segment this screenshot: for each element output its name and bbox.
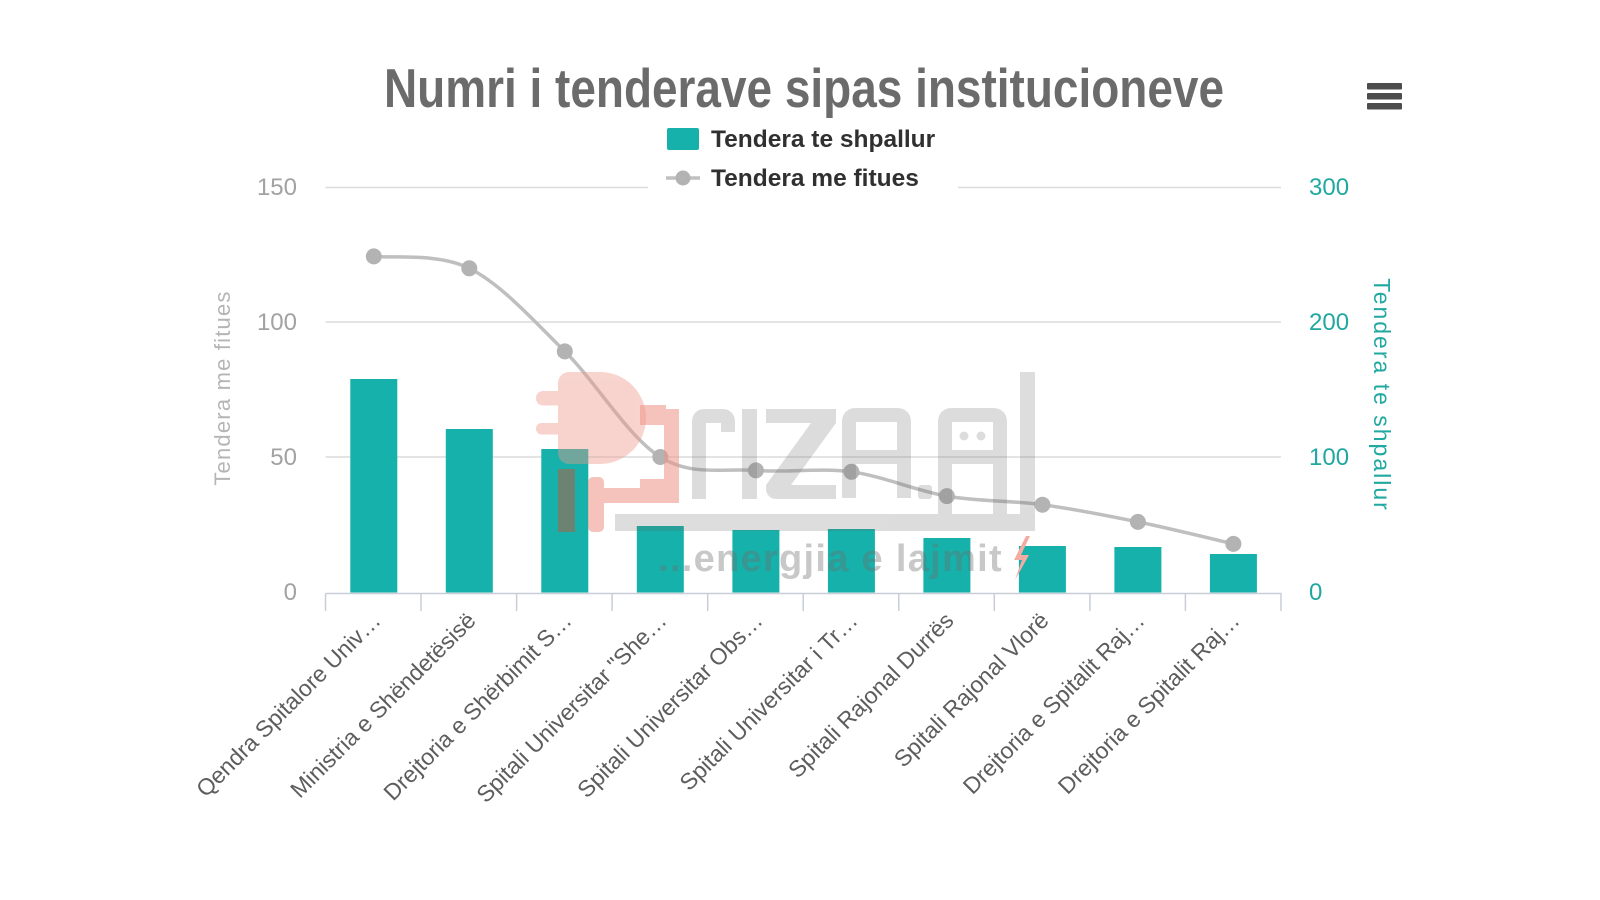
svg-text:150: 150 — [257, 174, 297, 201]
svg-text:200: 200 — [1309, 309, 1349, 336]
svg-text:Tendera te shpallur: Tendera te shpallur — [1369, 278, 1395, 512]
svg-text:Numri i tenderave sipas instit: Numri i tenderave sipas institucioneve — [384, 57, 1224, 119]
svg-text:100: 100 — [1309, 444, 1349, 471]
svg-text:Tendera te shpallur: Tendera te shpallur — [711, 126, 936, 153]
svg-text:Tendera me fitues: Tendera me fitues — [210, 290, 235, 485]
svg-text:300: 300 — [1309, 174, 1349, 201]
svg-text:0: 0 — [284, 579, 297, 606]
svg-text:50: 50 — [270, 444, 297, 471]
svg-text:Tendera me fitues: Tendera me fitues — [711, 165, 919, 192]
svg-text:...energjia e lajmit: ...energjia e lajmit — [658, 538, 1003, 580]
svg-text:0: 0 — [1309, 579, 1322, 606]
svg-text:100: 100 — [257, 309, 297, 336]
